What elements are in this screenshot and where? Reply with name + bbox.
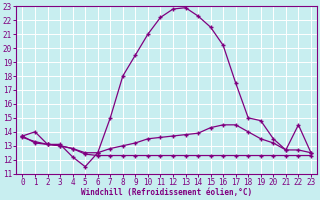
- X-axis label: Windchill (Refroidissement éolien,°C): Windchill (Refroidissement éolien,°C): [81, 188, 252, 197]
